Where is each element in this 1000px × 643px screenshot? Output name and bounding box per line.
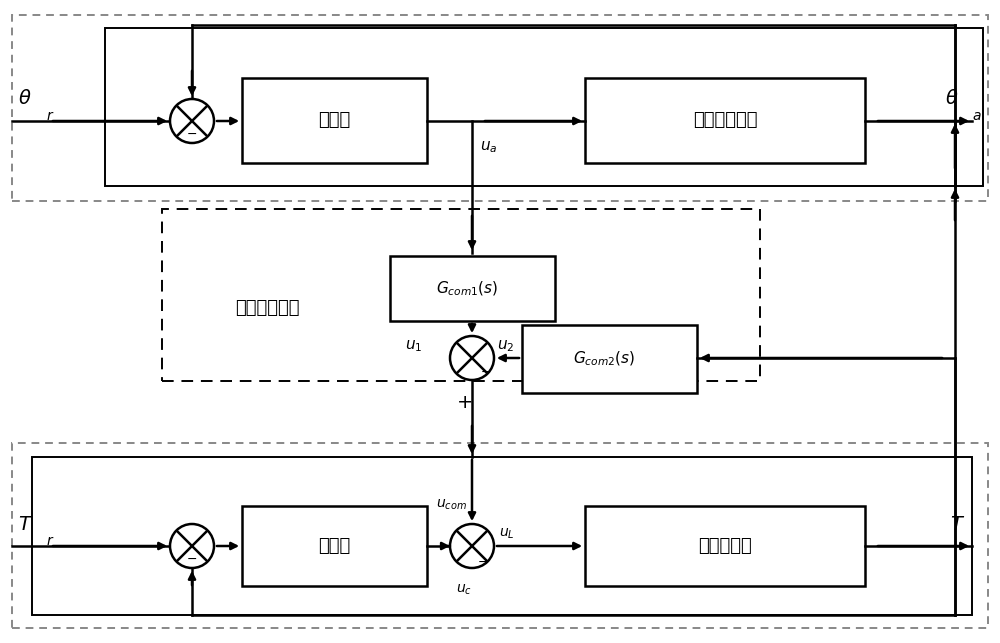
Text: 控制器: 控制器 [318,537,351,555]
Text: 位置伺服系统: 位置伺服系统 [693,111,757,129]
Text: $a$: $a$ [972,109,982,123]
FancyBboxPatch shape [390,256,555,321]
Text: $+$: $+$ [456,392,472,412]
Text: $u_a$: $u_a$ [480,139,497,155]
Text: $\theta$: $\theta$ [945,89,959,109]
Text: $G_{com1}(s)$: $G_{com1}(s)$ [436,279,499,298]
Text: $u_L$: $u_L$ [499,527,515,541]
Text: $u_{com}$: $u_{com}$ [436,498,467,512]
Text: $\theta$: $\theta$ [18,89,32,109]
Circle shape [170,524,214,568]
Text: $T$: $T$ [18,514,33,534]
FancyBboxPatch shape [585,506,865,586]
Text: $G_{com2}(s)$: $G_{com2}(s)$ [573,350,636,368]
Text: $r$: $r$ [46,109,54,123]
Text: $-$: $-$ [186,552,198,565]
Text: 控制器: 控制器 [318,111,351,129]
Circle shape [170,99,214,143]
FancyBboxPatch shape [585,78,865,163]
Text: $u_1$: $u_1$ [405,338,422,354]
FancyBboxPatch shape [522,325,697,393]
Text: 速度同步网络: 速度同步网络 [235,299,300,317]
Text: $-$: $-$ [480,365,491,377]
Text: $-$: $-$ [477,555,489,568]
Circle shape [450,524,494,568]
FancyBboxPatch shape [242,506,427,586]
Text: $-$: $-$ [186,127,198,140]
FancyBboxPatch shape [242,78,427,163]
Circle shape [450,336,494,380]
Text: $u_2$: $u_2$ [497,338,514,354]
Text: 力加载系统: 力加载系统 [698,537,752,555]
Text: $u_c$: $u_c$ [456,583,472,597]
Text: $T$: $T$ [950,514,965,534]
Text: $r$: $r$ [46,534,54,548]
